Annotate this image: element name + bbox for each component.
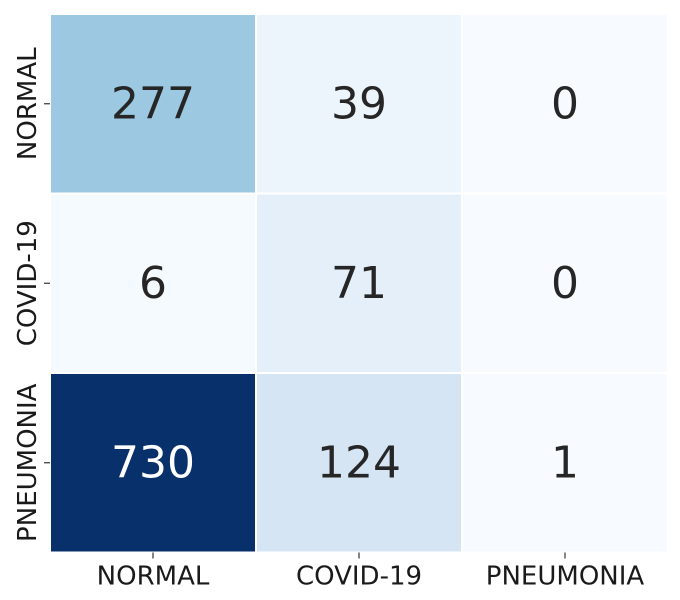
- heatmap-cell-r2-c0: [51, 374, 255, 552]
- x-axis: NORMAL COVID-19 PNEUMONIA: [97, 552, 645, 592]
- cell-value-r1-c2: 0: [551, 258, 579, 309]
- x-tick-label-1: COVID-19: [296, 562, 422, 592]
- heatmap-cell-r0-c1: [257, 15, 461, 193]
- cell-value-r0-c0: 277: [111, 78, 195, 129]
- heatmap-cell-r0-c0: [51, 15, 255, 193]
- heatmap-cell-r2-c2: [463, 374, 667, 552]
- cell-value-r2-c0: 730: [111, 437, 195, 488]
- heatmap-cell-r2-c1: [257, 374, 461, 552]
- y-tick-label-0: NORMAL: [13, 47, 43, 160]
- cell-value-r1-c0: 6: [139, 258, 167, 309]
- cell-value-r0-c1: 39: [331, 78, 387, 129]
- cell-value-r2-c1: 124: [317, 437, 401, 488]
- heatmap-cells: [51, 15, 667, 552]
- cell-value-r2-c2: 1: [551, 437, 579, 488]
- y-tick-label-2: PNEUMONIA: [13, 383, 43, 542]
- heatmap-cell-r1-c0: [51, 194, 255, 372]
- heatmap-cell-values: 277 39 0 6 71 0 730 124 1: [111, 78, 579, 488]
- cell-value-r0-c2: 0: [551, 78, 579, 129]
- y-tick-label-1: COVID-19: [13, 220, 43, 346]
- heatmap-cell-r0-c2: [463, 15, 667, 193]
- x-tick-label-0: NORMAL: [97, 562, 210, 592]
- heatmap-cell-r1-c1: [257, 194, 461, 372]
- heatmap-cell-r1-c2: [463, 194, 667, 372]
- x-tick-label-2: PNEUMONIA: [486, 562, 645, 592]
- y-axis: NORMAL COVID-19 PNEUMONIA: [13, 47, 50, 542]
- cell-value-r1-c1: 71: [331, 258, 387, 309]
